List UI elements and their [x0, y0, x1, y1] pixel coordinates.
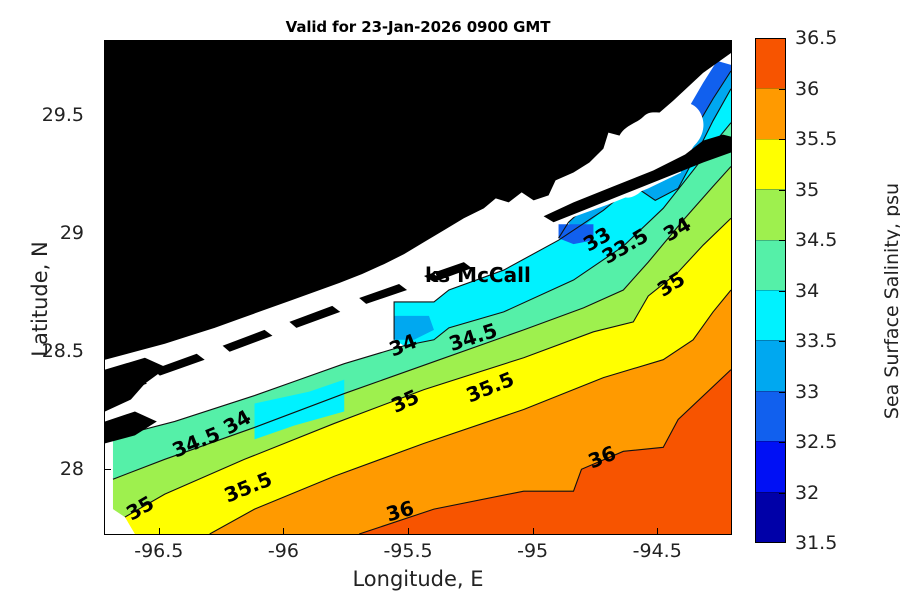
colorbar-tick-label: 35.5: [795, 128, 838, 150]
colorbar-band: [756, 88, 785, 139]
colorbar-tick-mark: [779, 492, 786, 494]
colorbar-tick-mark: [779, 391, 786, 393]
star-icon: [414, 251, 442, 277]
barrier-islet-5: [152, 353, 205, 376]
contour-line-34: [112, 122, 731, 438]
y-tick-label: 28: [59, 458, 84, 480]
band-35.5-36: [209, 289, 731, 534]
y-tick-label: 28.5: [41, 340, 84, 363]
colorbar-band: [756, 491, 785, 542]
colorbar[interactable]: [755, 38, 786, 543]
figure-title: Valid for 23-Jan-2026 0900 GMT: [285, 18, 551, 36]
y-tick-mark: [104, 351, 111, 353]
colorbar-tick-mark: [779, 442, 786, 443]
contour-line-35.5: [209, 289, 731, 534]
x-tick-label: -94.5: [632, 540, 682, 562]
barrier-islet-2: [359, 284, 408, 304]
x-tick-mark: [657, 528, 659, 535]
colorbar-tick-label: 33.5: [795, 330, 838, 352]
land-southwest-block2: [105, 411, 157, 444]
x-tick-mark-top: [532, 40, 534, 47]
colorbar-tick-label: 36.5: [795, 27, 838, 49]
colorbar-tick-label: 34: [795, 279, 820, 302]
x-tick-mark: [532, 528, 534, 535]
x-tick-mark-top: [283, 40, 285, 47]
land-mask: [105, 41, 731, 444]
contour-map: [105, 41, 731, 534]
y-tick-mark: [104, 233, 111, 235]
y-tick-mark: [104, 469, 111, 470]
land-mainland: [105, 41, 731, 360]
colorbar-tick-mark: [779, 88, 786, 90]
colorbar-tick-mark: [779, 240, 786, 241]
x-tick-mark-top: [158, 40, 160, 47]
station-label: ks McCall: [425, 263, 531, 287]
contour-fill-bands: [112, 60, 731, 534]
colorbar-band: [756, 390, 785, 442]
colorbar-band: [756, 39, 785, 89]
band-36-36.5: [359, 369, 731, 534]
colorbar-title: Sea Surface Salinity, psu: [881, 182, 900, 420]
barrier-island: [543, 134, 731, 223]
colorbar-tick-mark: [779, 341, 786, 342]
colorbar-band: [756, 290, 785, 341]
land-southwest-headland: [105, 357, 167, 412]
band-32.5-33: [558, 60, 731, 245]
band-35-35.5: [124, 218, 731, 534]
colorbar-tick-label: 35: [795, 178, 820, 201]
coastal-lagoon-3: [174, 319, 257, 356]
galveston-bay-water: [605, 102, 704, 198]
x-tick-label: -96.5: [134, 540, 184, 562]
y-axis-label: Latitude, N: [28, 241, 52, 357]
colorbar-band: [756, 189, 785, 240]
x-tick-mark-top: [657, 40, 659, 47]
contour-lines: [112, 70, 731, 534]
colorbar-tick-label: 33: [795, 380, 820, 403]
colorbar-tick-label: 34.5: [795, 229, 838, 251]
colorbar-tick-mark: [779, 189, 786, 191]
colorbar-tick-label: 36: [795, 77, 820, 100]
colorbar-tick-label: 31.5: [795, 532, 838, 554]
y-tick-label: 29: [59, 222, 84, 245]
trinity-bay-water: [624, 129, 652, 159]
coastal-lagoon-2: [294, 280, 377, 316]
contour-line-35: [124, 217, 731, 518]
station-marker[interactable]: [414, 251, 442, 277]
y-tick-mark: [104, 115, 111, 117]
x-tick-mark: [158, 528, 160, 535]
x-tick-mark: [283, 528, 285, 535]
colorbar-tick-mark: [779, 290, 786, 292]
x-tick-label: -96: [267, 540, 299, 562]
colorbar-band: [756, 441, 785, 492]
colorbar-tick-label: 32.5: [795, 431, 838, 453]
barrier-islet-4: [222, 329, 273, 352]
x-tick-label: -95.5: [383, 540, 433, 562]
contour-line-36: [359, 369, 731, 534]
colorbar-band: [756, 138, 785, 190]
x-axis-label: Longitude, E: [352, 567, 484, 591]
contour-line-34.5: [112, 166, 731, 480]
band-33.5-34: [254, 88, 731, 440]
x-tick-mark: [408, 528, 410, 535]
barrier-islet-3: [289, 305, 341, 328]
map-axes[interactable]: 33 33.5 34 35 34 34.5 35 35.5 34.5 34 35 35.5 36 36 k…: [104, 40, 732, 535]
x-tick-label: -95: [517, 540, 549, 562]
colorbar-band: [756, 340, 785, 391]
colorbar-tick-label: 32: [795, 481, 820, 504]
band-34-34.5: [112, 122, 731, 480]
x-tick-mark-top: [408, 40, 410, 47]
barrier-islet-1: [423, 262, 472, 283]
colorbar-tick-mark: [779, 139, 786, 140]
y-tick-label: 29.5: [41, 104, 84, 127]
colorbar-band: [756, 239, 785, 291]
